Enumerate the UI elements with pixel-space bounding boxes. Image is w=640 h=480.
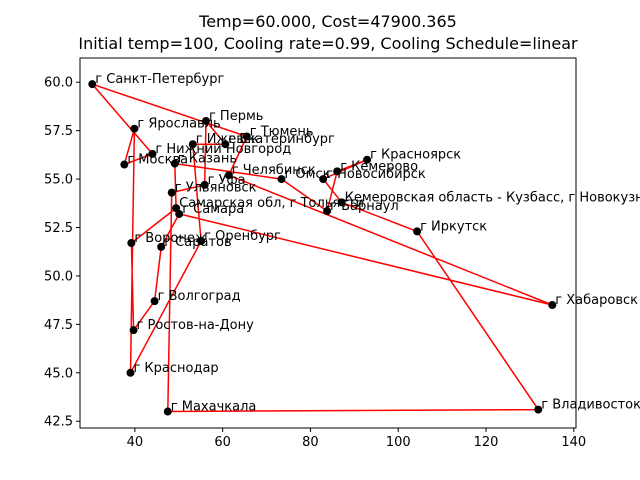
city-point <box>200 180 209 189</box>
city-point <box>157 242 166 251</box>
city-point <box>148 149 157 158</box>
city-label: г Красноярск <box>370 148 461 163</box>
x-tick-label: 120 <box>474 435 499 450</box>
y-tick-label: 57.5 <box>44 124 73 139</box>
city-label: г Самара <box>182 202 244 217</box>
city-label: г Ижевск <box>196 132 259 147</box>
city-point <box>534 405 543 414</box>
city-label: г Челябинск <box>232 163 316 178</box>
city-label: г Москва <box>127 153 188 168</box>
chart-subtitle: Initial temp=100, Cooling rate=0.99, Coo… <box>78 34 578 53</box>
x-tick-label: 100 <box>386 435 411 450</box>
city-label: Самарская обл, г Тольятти <box>179 196 364 211</box>
city-label: г Ярославль <box>137 117 220 132</box>
city-point <box>130 124 139 133</box>
city-point <box>548 300 557 309</box>
city-point <box>201 116 210 125</box>
x-tick-label: 60 <box>214 435 231 450</box>
city-point <box>197 237 206 246</box>
plot-frame <box>79 57 577 429</box>
city-point <box>224 171 233 180</box>
x-tick-label: 40 <box>127 435 144 450</box>
x-tick-label: 80 <box>302 435 319 450</box>
y-tick-label: 50.0 <box>44 269 73 284</box>
city-label: г Екатеринбург <box>228 132 335 147</box>
x-tick-label: 140 <box>561 435 586 450</box>
city-point <box>363 155 372 164</box>
city-label: г Владивосток <box>541 398 640 413</box>
city-point <box>323 207 332 216</box>
city-label: г Тюмень <box>250 124 314 139</box>
city-point <box>413 227 422 236</box>
city-points <box>88 80 557 416</box>
y-tick-label: 47.5 <box>44 318 73 333</box>
city-label: г Иркутск <box>420 219 487 234</box>
city-label: г Омск <box>284 167 330 182</box>
city-label: г Уфа <box>208 173 246 188</box>
city-label: г Саратов <box>164 235 231 250</box>
city-label: Кемеровская область - Кузбасс, г Новокуз… <box>345 190 640 205</box>
city-point <box>129 326 138 335</box>
city-point <box>127 239 136 247</box>
city-label: г Ростов-на-Дону <box>137 318 255 333</box>
city-label: г Кемерово <box>340 159 418 174</box>
y-tick-label: 55.0 <box>44 173 73 188</box>
city-label: г Волгоград <box>158 289 241 304</box>
y-tick-label: 60.0 <box>44 76 73 91</box>
city-label: г Ульяновск <box>175 181 257 196</box>
city-point <box>120 160 129 169</box>
city-label: г Новосибирск <box>326 167 426 182</box>
city-point <box>333 167 342 176</box>
city-point <box>163 407 172 416</box>
city-label: г Махачкала <box>171 400 257 415</box>
city-point <box>188 140 197 149</box>
city-label: г Пермь <box>209 109 263 124</box>
y-tick-label: 52.5 <box>44 221 73 236</box>
city-point <box>126 368 135 377</box>
y-axis: 42.5 45.0 47.5 50.0 52.5 55.0 57.5 60.0 <box>44 76 80 430</box>
city-point <box>167 188 176 197</box>
city-point <box>242 132 251 141</box>
city-point <box>88 80 97 89</box>
city-label: г Санкт-Петербург <box>95 72 224 87</box>
city-label: г Краснодар <box>133 361 218 376</box>
city-point <box>175 209 184 218</box>
city-label: г Казань <box>178 152 237 167</box>
y-tick-label: 45.0 <box>44 366 73 381</box>
x-axis: 40 60 80 100 120 140 <box>127 428 586 450</box>
city-label: г Воронеж <box>134 231 207 246</box>
city-point <box>337 198 346 207</box>
y-tick-label: 42.5 <box>44 415 73 430</box>
city-point <box>277 175 286 184</box>
city-label: г Нижний Новгород <box>155 142 291 157</box>
city-label: г Оренбург <box>204 229 281 244</box>
city-point <box>221 140 230 149</box>
city-point <box>170 159 179 168</box>
city-point <box>319 175 328 184</box>
chart-title: Temp=60.000, Cost=47900.365 <box>198 12 457 31</box>
city-point <box>150 297 159 306</box>
city-label: г Барнаул <box>330 199 399 214</box>
city-label: г Хабаровск <box>555 293 638 308</box>
